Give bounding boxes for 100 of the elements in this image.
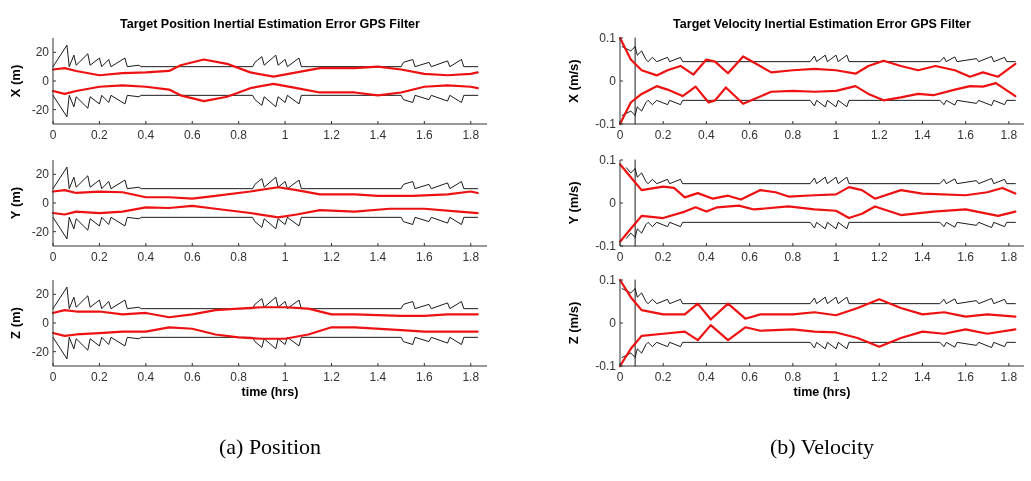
chart-title: Target Position Inertial Estimation Error GPS Filter — [120, 17, 421, 31]
y-tick-label: 20 — [35, 287, 50, 302]
x-tick-label: 1 — [832, 370, 840, 384]
x-tick-label: 0.4 — [698, 128, 716, 142]
x-tick-label: 1.8 — [462, 250, 480, 264]
y-tick-label: 0 — [42, 316, 50, 330]
y-tick-label: -0.1 — [595, 239, 617, 253]
x-tick-label: 1.4 — [914, 128, 932, 142]
line-series — [52, 336, 479, 360]
x-tick-label: 0.4 — [698, 250, 716, 264]
text: (a) Position — [218, 434, 322, 459]
y-tick-label: 0.1 — [599, 31, 617, 45]
line-series — [52, 94, 479, 118]
x-tick-label: 1.4 — [369, 250, 387, 264]
x-tick-label: 1 — [832, 250, 840, 264]
line-series — [51, 186, 479, 200]
line-series — [618, 36, 1017, 78]
line-series — [51, 326, 479, 340]
line-series — [618, 163, 1017, 201]
line-series — [51, 204, 479, 219]
x-tick-label: 0.4 — [698, 370, 716, 384]
x-axis-title: time (hrs) — [241, 385, 299, 399]
x-tick-label: 1.4 — [914, 370, 932, 384]
x-tick-label: 1.6 — [957, 128, 975, 142]
line-series — [52, 216, 479, 240]
x-tick-label: 1.8 — [462, 370, 480, 384]
x-tick-label: 1 — [832, 128, 840, 142]
x-tick-label: 0.6 — [741, 250, 759, 264]
y-axis-title: X (m) — [8, 64, 23, 98]
y-axis-title: Y (m) — [8, 186, 23, 220]
x-axis-title: time (hrs) — [793, 385, 851, 399]
x-tick-label: 1.2 — [323, 250, 341, 264]
x-tick-label: 1.8 — [1000, 250, 1018, 264]
y-axis-title: Z (m/s) — [566, 301, 581, 345]
x-tick-label: 1.4 — [914, 250, 932, 264]
y-tick-label: -20 — [31, 224, 50, 239]
x-tick-label: 1 — [281, 250, 289, 264]
x-tick-label: 0.8 — [784, 250, 802, 264]
x-tick-label: 1.2 — [323, 128, 341, 142]
text: (b) Velocity — [769, 434, 875, 459]
y-tick-label: 20 — [35, 167, 50, 182]
x-tick-label: 0.4 — [137, 250, 155, 264]
x-tick-label: 1.6 — [415, 128, 433, 142]
x-tick-label: 0.2 — [654, 250, 672, 264]
y-tick-label: -20 — [31, 344, 50, 359]
x-tick-label: 1.6 — [415, 370, 433, 384]
line-series — [51, 82, 479, 103]
line-series — [52, 166, 479, 190]
x-tick-label: 0.8 — [230, 250, 248, 264]
y-tick-label: 0 — [42, 74, 50, 88]
x-tick-label: 0.4 — [137, 370, 155, 384]
x-tick-label: 0.8 — [230, 128, 248, 142]
x-tick-label: 1.2 — [870, 370, 888, 384]
x-tick-label: 0.2 — [91, 128, 109, 142]
y-tick-label: 0.1 — [599, 273, 617, 287]
x-tick-label: 0.8 — [784, 128, 802, 142]
x-tick-label: 0.2 — [91, 370, 109, 384]
x-tick-label: 1 — [281, 370, 289, 384]
x-tick-label: 0.2 — [654, 370, 672, 384]
y-axis-title: Y (m/s) — [566, 181, 581, 225]
line-series — [52, 44, 479, 68]
y-tick-label: 0 — [609, 74, 617, 88]
y-tick-label: 0 — [609, 316, 617, 330]
x-tick-label: 0.6 — [741, 370, 759, 384]
x-tick-label: 1 — [281, 128, 289, 142]
x-tick-label: 0.4 — [137, 128, 155, 142]
x-tick-label: 1.2 — [323, 370, 341, 384]
chart-title: Target Velocity Inertial Estimation Error GPS Filter — [673, 17, 972, 31]
x-tick-label: 1.2 — [870, 128, 888, 142]
x-tick-label: 1.8 — [1000, 370, 1018, 384]
y-tick-label: 0 — [42, 196, 50, 210]
y-tick-label: -0.1 — [595, 359, 617, 373]
x-tick-label: 0.6 — [183, 370, 201, 384]
x-tick-label: 0.6 — [183, 250, 201, 264]
x-tick-label: 0.2 — [654, 128, 672, 142]
y-tick-label: 0.1 — [599, 153, 617, 167]
x-tick-label: 0.6 — [741, 128, 759, 142]
x-tick-label: 0.8 — [230, 370, 248, 384]
x-tick-label: 0.6 — [183, 128, 201, 142]
y-tick-label: -0.1 — [595, 117, 617, 131]
x-tick-label: 1.6 — [415, 250, 433, 264]
y-tick-label: -20 — [31, 102, 50, 117]
y-tick-label: 20 — [35, 45, 50, 60]
line-series — [618, 324, 1017, 368]
line-series — [618, 278, 1017, 321]
x-tick-label: 1.2 — [870, 250, 888, 264]
x-tick-label: 1.8 — [1000, 128, 1018, 142]
x-tick-label: 1.6 — [957, 250, 975, 264]
x-tick-label: 1.4 — [369, 370, 387, 384]
line-series — [52, 286, 479, 310]
y-tick-label: 0 — [609, 196, 617, 210]
x-tick-label: 0.2 — [91, 250, 109, 264]
x-tick-label: 1.4 — [369, 128, 387, 142]
y-axis-title: X (m/s) — [566, 59, 581, 103]
line-series — [618, 204, 1017, 243]
y-axis-title: Z (m) — [8, 307, 23, 339]
line-series — [51, 306, 479, 319]
x-tick-label: 0.8 — [784, 370, 802, 384]
line-series — [618, 82, 1017, 126]
x-tick-label: 1.8 — [462, 128, 480, 142]
